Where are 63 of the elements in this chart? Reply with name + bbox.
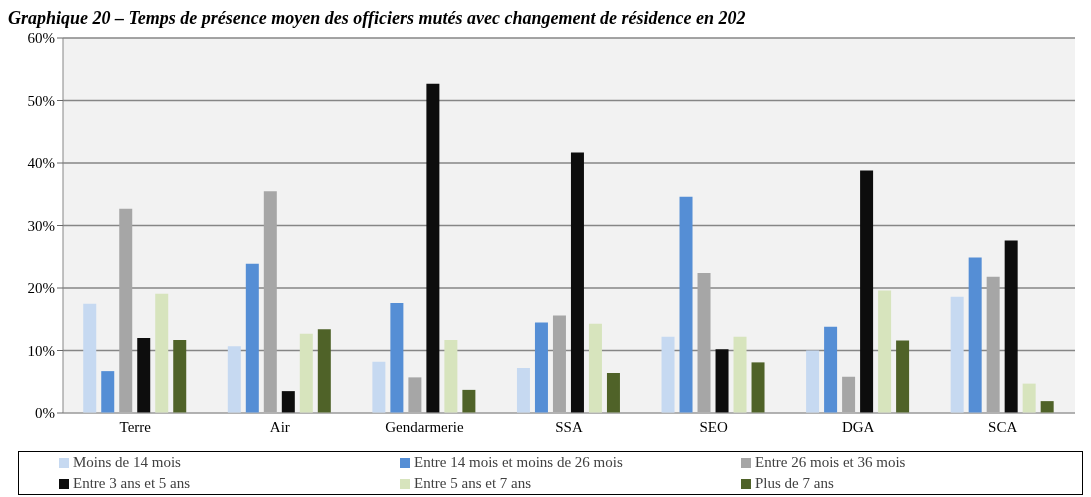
bar	[824, 326, 838, 413]
bar	[751, 362, 765, 413]
bar	[119, 208, 133, 413]
bar	[372, 361, 386, 413]
bar	[408, 377, 422, 413]
y-tick-label: 10%	[27, 342, 55, 359]
y-tick-label: 0%	[35, 405, 55, 422]
bar	[968, 257, 982, 413]
legend-label: Entre 5 ans et 7 ans	[414, 475, 532, 492]
bar	[1004, 240, 1018, 413]
bar	[317, 329, 331, 413]
legend-label: Entre 3 ans et 5 ans	[73, 475, 191, 492]
bar	[606, 373, 620, 413]
bar	[806, 350, 820, 413]
chart-title: Graphique 20 – Temps de présence moyen des officiers mutés avec changement de résidence en 202	[8, 8, 747, 30]
bar	[860, 170, 874, 413]
bar	[426, 83, 440, 413]
y-tick-label: 50%	[27, 92, 55, 109]
bar	[1022, 383, 1036, 413]
legend-label: Plus de 7 ans	[755, 475, 834, 492]
x-tick-label: DGA	[841, 418, 875, 435]
bar	[227, 346, 241, 413]
x-tick-label: SSA	[555, 418, 583, 435]
bar	[390, 303, 404, 413]
bar	[173, 339, 187, 413]
bar	[462, 389, 476, 413]
bar	[263, 191, 277, 413]
y-tick-label: 20%	[27, 280, 55, 297]
bar	[552, 315, 566, 413]
bar	[950, 296, 964, 413]
bar	[733, 336, 747, 413]
bar	[570, 152, 584, 413]
y-tick-label: 60%	[27, 30, 55, 47]
bar	[245, 263, 259, 413]
x-tick-label: Gendarmerie	[385, 418, 464, 435]
bar	[986, 276, 1000, 413]
bar	[679, 196, 693, 413]
x-tick-label: Air	[269, 418, 290, 435]
bar	[878, 290, 892, 413]
bar	[155, 293, 169, 413]
bar	[101, 371, 115, 413]
bar	[661, 336, 675, 413]
y-tick-label: 40%	[27, 155, 55, 172]
legend-label: Entre 14 mois et moins de 26 mois	[414, 454, 623, 471]
bar	[137, 338, 151, 413]
bar	[697, 273, 711, 413]
bar	[715, 349, 729, 413]
bar	[842, 376, 856, 413]
legend-label: Moins de 14 mois	[73, 454, 181, 471]
bar	[516, 368, 530, 413]
y-tick-label: 30%	[27, 217, 55, 234]
x-tick-label: SCA	[988, 418, 1018, 435]
bar	[299, 333, 313, 413]
bar	[1040, 401, 1054, 413]
bar	[83, 303, 97, 413]
bar	[534, 322, 548, 413]
x-tick-label: Terre	[119, 418, 152, 435]
bar	[896, 340, 910, 413]
x-tick-label: SEO	[699, 418, 728, 435]
legend-label: Entre 26 mois et 36 mois	[755, 454, 906, 471]
bar	[588, 323, 602, 413]
bar	[444, 339, 458, 413]
bar	[281, 391, 295, 413]
